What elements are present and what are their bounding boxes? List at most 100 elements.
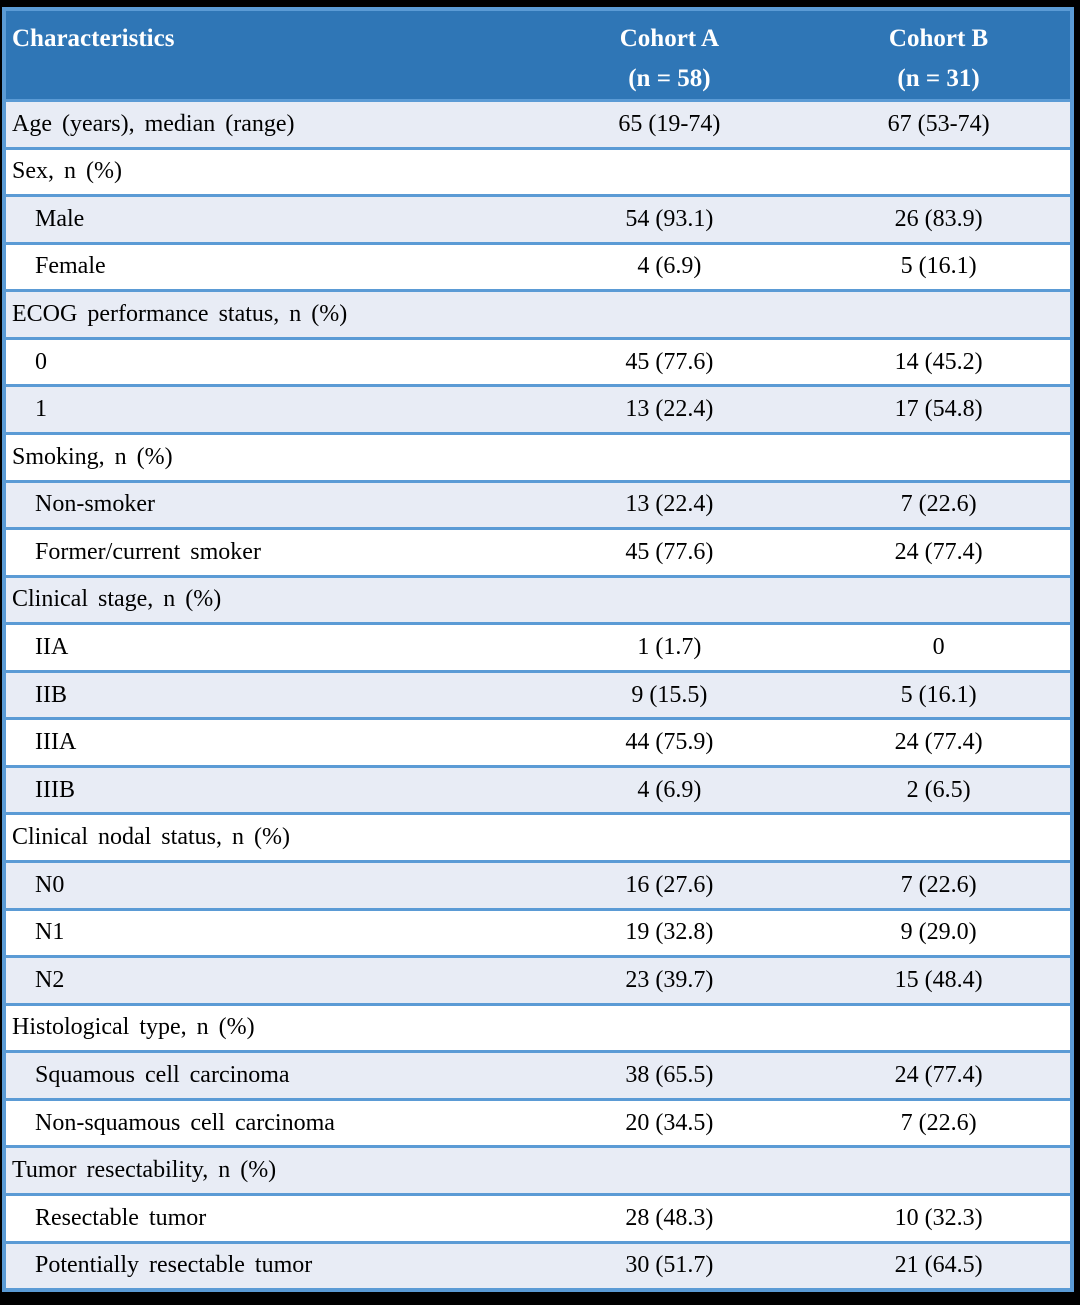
cohort-b-value: 5 (16.1) (900, 253, 977, 280)
characteristics-table: Characteristics Cohort A (n = 58) Cohort… (2, 7, 1074, 1292)
row-label: 1 (35, 396, 47, 423)
row-label: 0 (35, 348, 47, 375)
table-row: IIIA 44 (75.9) 24 (77.4) (6, 717, 1070, 765)
column-header-cohort-b: Cohort B (n = 31) (807, 11, 1070, 99)
column-header-cohort-a: Cohort A (n = 58) (532, 11, 808, 99)
cohort-a-value: 1 (1.7) (637, 633, 702, 660)
row-label: Squamous cell carcinoma (35, 1062, 290, 1089)
row-label: N2 (35, 966, 65, 993)
cohort-b-value (807, 815, 1070, 860)
row-label: IIA (35, 633, 69, 660)
row-label: N0 (35, 871, 65, 898)
row-label: Resectable tumor (35, 1204, 207, 1231)
cohort-b-value: 26 (83.9) (894, 205, 983, 232)
cohort-b-value: 10 (32.3) (894, 1204, 983, 1231)
table-row: IIA 1 (1.7) 0 (6, 622, 1070, 670)
cohort-a-value: 28 (48.3) (625, 1204, 714, 1231)
cohort-a-value (532, 1148, 808, 1193)
cohort-a-value: 16 (27.6) (625, 871, 714, 898)
cohort-a-value (532, 150, 808, 195)
cohort-b-value (807, 1006, 1070, 1051)
cohort-a-sample-size: (n = 58) (628, 65, 711, 92)
table-row: ECOG performance status, n (%) (6, 289, 1070, 337)
cohort-b-value (807, 578, 1070, 623)
cohort-b-value: 15 (48.4) (894, 966, 983, 993)
row-label: Sex, n (%) (12, 158, 122, 185)
table-row: Age (years), median (range) 65 (19-74) 6… (6, 99, 1070, 147)
row-label: IIIA (35, 729, 77, 756)
table-row: Smoking, n (%) (6, 431, 1070, 480)
row-label: Histological type, n (%) (12, 1014, 255, 1041)
row-label: Tumor resectability, n (%) (12, 1157, 277, 1184)
table-row: Clinical stage, n (%) (6, 574, 1070, 623)
cohort-a-value: 54 (93.1) (625, 205, 714, 232)
table-body: Age (years), median (range) 65 (19-74) 6… (6, 99, 1070, 1289)
table-row: Sex, n (%) (6, 146, 1070, 195)
table-row: Tumor resectability, n (%) (6, 1145, 1070, 1193)
cohort-b-value: 21 (64.5) (894, 1252, 983, 1279)
cohort-a-value (532, 435, 808, 480)
cohort-b-value: 14 (45.2) (894, 348, 983, 375)
cohort-a-value: 65 (19-74) (618, 110, 721, 137)
cohort-a-value: 44 (75.9) (625, 729, 714, 756)
table-row: Potentially resectable tumor 30 (51.7) 2… (6, 1240, 1070, 1289)
cohort-a-value: 13 (22.4) (625, 396, 714, 423)
row-label: Non-smoker (35, 491, 155, 518)
row-label: Clinical stage, n (%) (12, 586, 222, 613)
cohort-b-value: 9 (29.0) (900, 919, 977, 946)
table-row: 0 45 (77.6) 14 (45.2) (6, 336, 1070, 385)
cohort-a-value: 23 (39.7) (625, 966, 714, 993)
cohort-b-value: 7 (22.6) (900, 871, 977, 898)
cohort-b-value (807, 1148, 1070, 1193)
cohort-a-value (532, 815, 808, 860)
table-row: Non-squamous cell carcinoma 20 (34.5) 7 … (6, 1097, 1070, 1146)
cohort-b-value: 0 (932, 633, 945, 660)
table-row: N0 16 (27.6) 7 (22.6) (6, 860, 1070, 908)
cohort-b-value: 2 (6.5) (906, 776, 971, 803)
row-label: ECOG performance status, n (%) (12, 301, 348, 328)
cohort-b-sample-size: (n = 31) (897, 65, 980, 92)
cohort-a-value: 20 (34.5) (625, 1109, 714, 1136)
table-row: Clinical nodal status, n (%) (6, 812, 1070, 860)
table-row: Histological type, n (%) (6, 1002, 1070, 1051)
cohort-a-value (532, 292, 808, 337)
row-label: Age (years), median (range) (12, 110, 295, 137)
row-label: Non-squamous cell carcinoma (35, 1109, 335, 1136)
cohort-a-value: 30 (51.7) (625, 1252, 714, 1279)
table-row: Male 54 (93.1) 26 (83.9) (6, 194, 1070, 242)
table-row: Resectable tumor 28 (48.3) 10 (32.3) (6, 1192, 1070, 1241)
table-row: 1 13 (22.4) 17 (54.8) (6, 384, 1070, 432)
cohort-a-value: 19 (32.8) (625, 919, 714, 946)
table-header-row: Characteristics Cohort A (n = 58) Cohort… (6, 11, 1070, 99)
cohort-a-value (532, 578, 808, 623)
cohort-b-value (807, 292, 1070, 337)
table-row: N2 23 (39.7) 15 (48.4) (6, 955, 1070, 1003)
table-row: Former/current smoker 45 (77.6) 24 (77.4… (6, 527, 1070, 575)
row-label: IIB (35, 681, 67, 708)
table-row: Non-smoker 13 (22.4) 7 (22.6) (6, 479, 1070, 528)
cohort-a-value: 9 (15.5) (631, 681, 708, 708)
table-row: Female 4 (6.9) 5 (16.1) (6, 241, 1070, 290)
row-label: Female (35, 253, 106, 280)
cohort-b-value: 24 (77.4) (894, 538, 983, 565)
cohort-b-name: Cohort B (888, 25, 989, 52)
cohort-a-value: 4 (6.9) (637, 776, 702, 803)
cohort-b-value (807, 435, 1070, 480)
cohort-a-value: 13 (22.4) (625, 491, 714, 518)
table-row: Squamous cell carcinoma 38 (65.5) 24 (77… (6, 1050, 1070, 1098)
cohort-b-value: 17 (54.8) (894, 396, 983, 423)
cohort-a-value: 45 (77.6) (625, 538, 714, 565)
row-label: Male (35, 205, 85, 232)
cohort-a-name: Cohort A (619, 25, 720, 52)
row-label: IIIB (35, 776, 75, 803)
cohort-b-value: 5 (16.1) (900, 681, 977, 708)
row-label: Former/current smoker (35, 538, 261, 565)
cohort-b-value: 7 (22.6) (900, 491, 977, 518)
cohort-b-value: 67 (53-74) (887, 110, 990, 137)
row-label: N1 (35, 919, 65, 946)
cohort-a-value: 4 (6.9) (637, 253, 702, 280)
cohort-a-value: 38 (65.5) (625, 1062, 714, 1089)
row-label: Potentially resectable tumor (35, 1252, 313, 1279)
table-row: IIIB 4 (6.9) 2 (6.5) (6, 764, 1070, 813)
